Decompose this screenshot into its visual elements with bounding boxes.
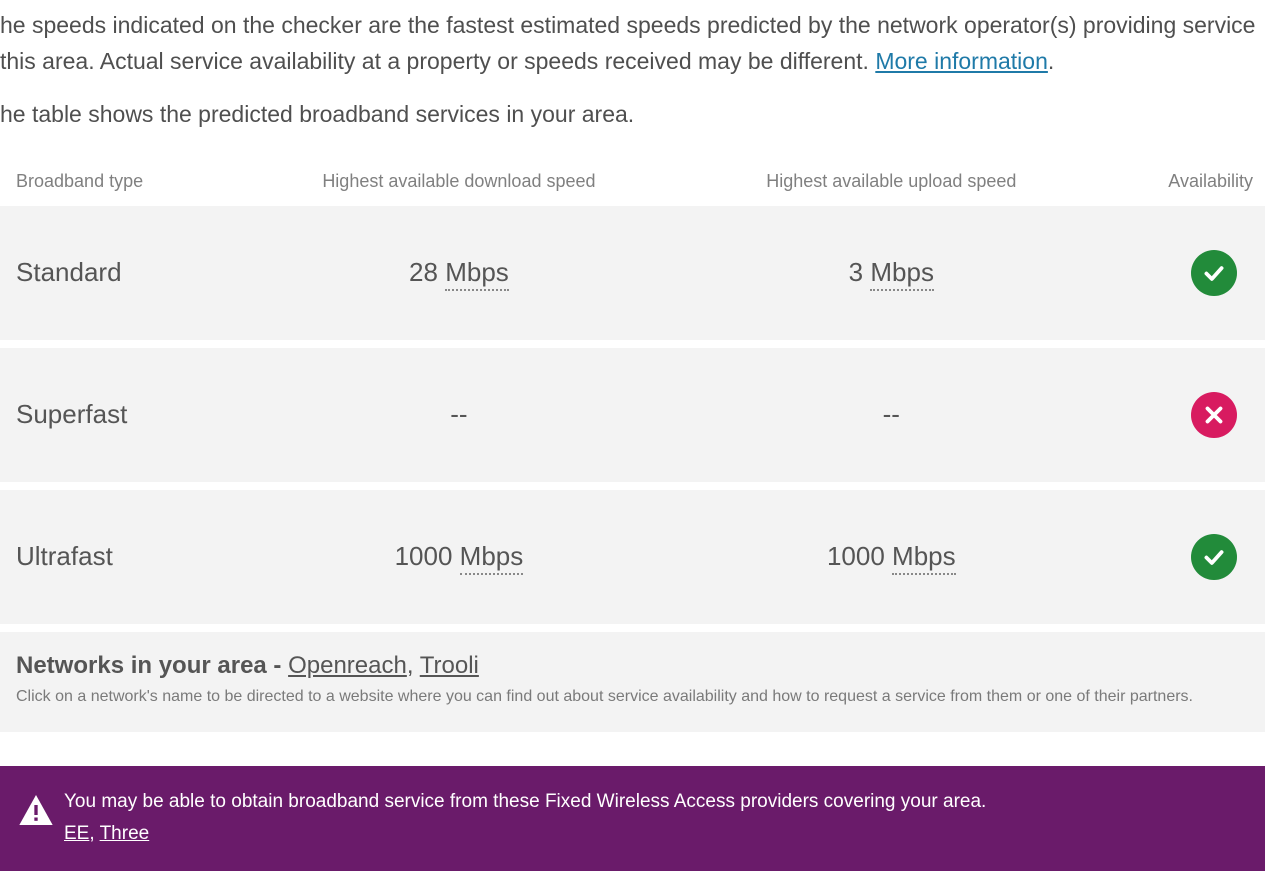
warning-icon: [8, 786, 64, 830]
banner-text: You may be able to obtain broadband serv…: [64, 786, 1245, 818]
col-header-availability: Availability: [1099, 161, 1265, 206]
check-icon: [1191, 250, 1237, 296]
intro-paragraph-2: he table shows the predicted broadband s…: [0, 97, 1265, 133]
cell-upload: --: [684, 344, 1099, 486]
cell-availability: [1099, 206, 1265, 344]
col-header-type: Broadband type: [0, 161, 234, 206]
fixed-wireless-banner: You may be able to obtain broadband serv…: [0, 766, 1265, 871]
table-row: Ultrafast1000 Mbps1000 Mbps: [0, 486, 1265, 628]
table-row: Superfast----: [0, 344, 1265, 486]
networks-label: Networks in your area -: [16, 652, 288, 679]
broadband-table: Broadband type Highest available downloa…: [0, 161, 1265, 632]
intro-text-before: he speeds indicated on the checker are t…: [0, 12, 1255, 74]
cell-type: Standard: [0, 206, 234, 344]
banner-links: EE, Three: [64, 818, 1245, 850]
unit-label: Mbps: [445, 257, 509, 291]
cell-download: 1000 Mbps: [234, 486, 683, 628]
networks-subtext: Click on a network's name to be directed…: [16, 688, 1249, 706]
unit-label: Mbps: [460, 541, 524, 575]
cross-icon: [1191, 392, 1237, 438]
cell-type: Superfast: [0, 344, 234, 486]
intro-paragraph: he speeds indicated on the checker are t…: [0, 0, 1265, 79]
cell-upload: 3 Mbps: [684, 206, 1099, 344]
networks-title: Networks in your area - Openreach, Trool…: [16, 652, 1249, 680]
col-header-upload: Highest available upload speed: [684, 161, 1099, 206]
cell-download: 28 Mbps: [234, 206, 683, 344]
cell-download: --: [234, 344, 683, 486]
cell-type: Ultrafast: [0, 486, 234, 628]
col-header-download: Highest available download speed: [234, 161, 683, 206]
table-row: Standard28 Mbps3 Mbps: [0, 206, 1265, 344]
provider-link[interactable]: Three: [100, 823, 150, 844]
cell-upload: 1000 Mbps: [684, 486, 1099, 628]
networks-section: Networks in your area - Openreach, Trool…: [0, 632, 1265, 732]
provider-link[interactable]: EE: [64, 823, 89, 844]
cell-availability: [1099, 486, 1265, 628]
more-information-link[interactable]: More information: [875, 48, 1048, 74]
unit-label: Mbps: [892, 541, 956, 575]
check-icon: [1191, 534, 1237, 580]
network-link[interactable]: Trooli: [420, 652, 479, 679]
intro-text-after: .: [1048, 48, 1054, 74]
cell-availability: [1099, 344, 1265, 486]
network-link[interactable]: Openreach: [288, 652, 407, 679]
unit-label: Mbps: [870, 257, 934, 291]
